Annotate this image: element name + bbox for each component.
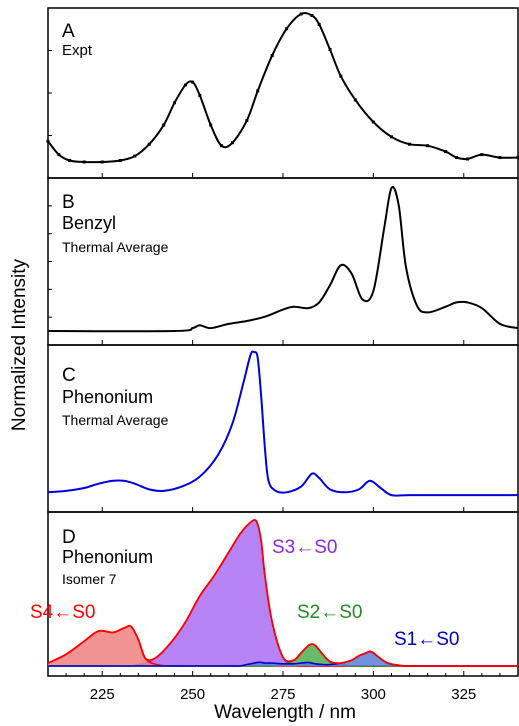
- data-point: [57, 153, 61, 157]
- x-axis-ticks: 225 250 275 300 325: [65, 173, 501, 703]
- data-point: [285, 27, 289, 31]
- x-tick-label: 225: [90, 686, 115, 703]
- data-point: [389, 135, 393, 139]
- total-envelope-line: [47, 519, 518, 667]
- y-axis-label: Normalized Intensity: [9, 258, 30, 432]
- data-point: [230, 141, 234, 145]
- series-line-panel-c: [47, 350, 518, 497]
- data-point: [465, 157, 469, 161]
- panel-b-letter: B: [62, 192, 75, 213]
- data-point: [353, 98, 357, 102]
- panel-d-label: Phenonium: [62, 547, 153, 567]
- data-point: [256, 89, 260, 93]
- data-point: [162, 123, 166, 127]
- data-point: [183, 83, 187, 87]
- x-axis-label: Wavelength / nm: [214, 702, 356, 723]
- data-point: [480, 153, 484, 157]
- panel-d-letter: D: [62, 527, 76, 548]
- data-point: [100, 160, 104, 164]
- data-point: [68, 159, 72, 163]
- data-point: [133, 154, 137, 158]
- series-label-s3: S3←S0: [272, 537, 337, 558]
- panel-b-label: Benzyl: [62, 213, 116, 233]
- series-label-s1: S1←S0: [394, 629, 459, 650]
- data-point: [516, 156, 519, 160]
- panel-c-letter: C: [62, 365, 76, 386]
- data-point: [444, 150, 448, 154]
- panel-d-sublabel: Isomer 7: [62, 571, 117, 587]
- data-point: [173, 101, 177, 105]
- data-point: [317, 22, 321, 26]
- data-point: [245, 119, 249, 123]
- series-line-panel-b: [47, 186, 519, 333]
- x-tick-label: 250: [180, 686, 205, 703]
- data-point: [408, 142, 412, 146]
- data-point: [46, 139, 50, 143]
- data-point: [270, 53, 274, 57]
- data-point: [191, 80, 195, 84]
- data-point: [118, 159, 122, 163]
- panel-c-sublabel: Thermal Average: [62, 412, 169, 428]
- data-point: [220, 144, 224, 148]
- series-label-s4: S4←S0: [30, 602, 95, 623]
- data-point: [209, 123, 213, 127]
- data-point: [371, 120, 375, 124]
- series-label-s2: S2←S0: [297, 602, 362, 623]
- data-point: [82, 160, 86, 164]
- data-point: [147, 142, 151, 146]
- data-point: [198, 93, 202, 97]
- panel-frame-b: [47, 177, 519, 346]
- panel-c-label: Phenonium: [62, 387, 153, 407]
- panel-a-label: Expt: [62, 42, 93, 59]
- x-tick-label: 275: [270, 686, 295, 703]
- data-point: [299, 12, 303, 16]
- data-point: [339, 74, 343, 78]
- panel-a-letter: A: [62, 21, 75, 42]
- data-point: [328, 48, 332, 52]
- area-s4: [48, 625, 518, 667]
- panel-frame-c: [47, 344, 519, 513]
- data-point: [426, 144, 430, 148]
- panel-b-sublabel: Thermal Average: [62, 239, 169, 255]
- series-line-panel-a: [47, 12, 519, 164]
- data-point: [498, 156, 502, 160]
- x-tick-label: 300: [361, 686, 386, 703]
- data-point: [310, 13, 314, 17]
- data-point: [455, 156, 459, 160]
- x-tick-label: 325: [451, 686, 476, 703]
